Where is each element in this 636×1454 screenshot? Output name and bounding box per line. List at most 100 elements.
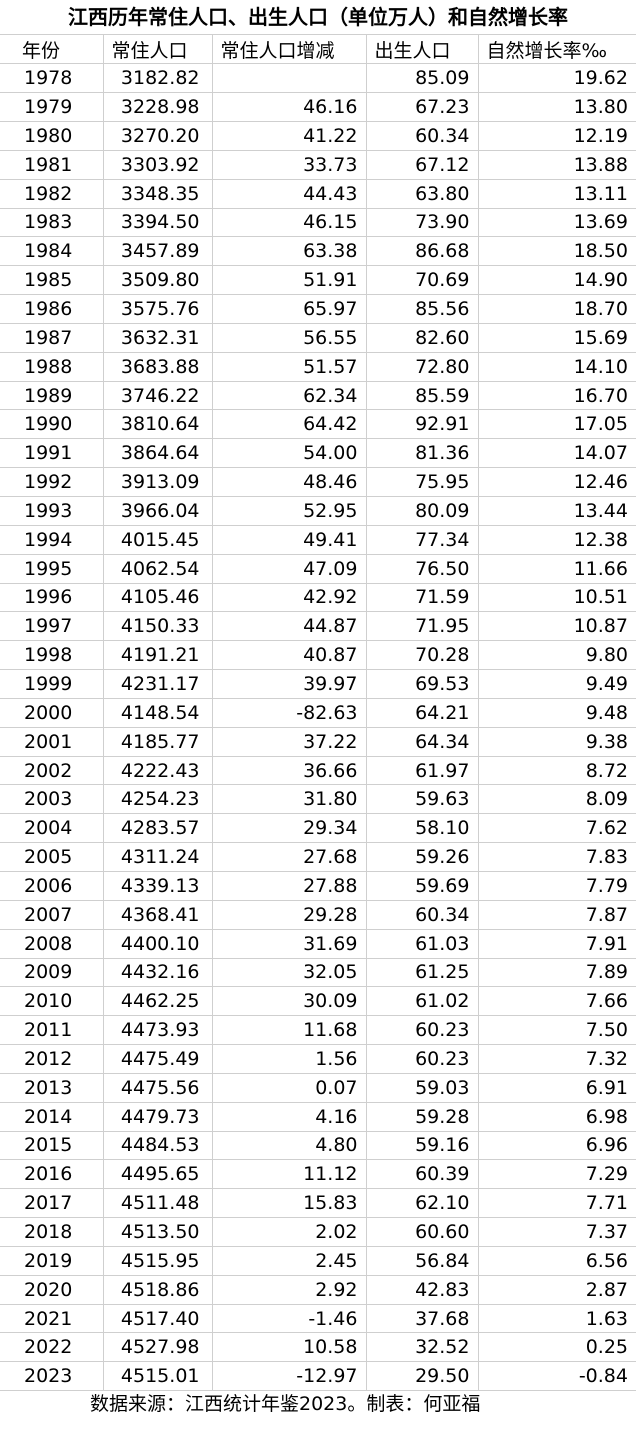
cell-resident-population: 4462.25 [103, 986, 213, 1017]
cell-births: 72.80 [366, 352, 479, 382]
cell-births: 60.39 [366, 1159, 479, 1190]
cell-births: 85.09 [366, 63, 479, 94]
cell-year: 1992 [0, 467, 104, 497]
cell-births: 32.52 [366, 1332, 479, 1363]
cell-year: 1982 [0, 179, 104, 209]
cell-resident-population: 3182.82 [103, 63, 213, 94]
cell-population-change: 0.07 [212, 1073, 367, 1103]
table-row: 2013 4475.56 0.07 59.03 6.91 [0, 1073, 636, 1103]
cell-resident-population: 3913.09 [103, 467, 213, 497]
header-year: 年份 [0, 35, 104, 65]
table-row: 2012 4475.49 1.56 60.23 7.32 [0, 1044, 636, 1074]
cell-births: 59.28 [366, 1102, 479, 1132]
table-row: 2023 4515.01 -12.97 29.50 -0.84 [0, 1361, 636, 1392]
cell-population-change: 52.95 [212, 496, 367, 526]
cell-population-change: -82.63 [212, 698, 367, 728]
cell-natural-growth-rate: 14.07 [478, 438, 636, 469]
cell-population-change: 2.45 [212, 1246, 367, 1276]
cell-population-change: 63.38 [212, 236, 367, 267]
cell-year: 1993 [0, 496, 104, 526]
cell-year: 2004 [0, 813, 104, 844]
cell-natural-growth-rate: 7.29 [478, 1159, 636, 1190]
cell-year: 1981 [0, 150, 104, 180]
cell-births: 62.10 [366, 1188, 479, 1219]
cell-natural-growth-rate: 2.87 [478, 1275, 636, 1305]
cell-population-change: 62.34 [212, 381, 367, 411]
table-row: 2002 4222.43 36.66 61.97 8.72 [0, 756, 636, 786]
cell-year: 2018 [0, 1217, 104, 1247]
table-row: 1980 3270.20 41.22 60.34 12.19 [0, 121, 636, 151]
cell-resident-population: 4311.24 [103, 842, 213, 872]
cell-resident-population: 4479.73 [103, 1102, 213, 1132]
cell-resident-population: 3303.92 [103, 150, 213, 180]
cell-births: 60.34 [366, 900, 479, 930]
cell-births: 64.21 [366, 698, 479, 728]
cell-births: 85.59 [366, 381, 479, 411]
cell-natural-growth-rate: 7.66 [478, 986, 636, 1017]
table-row: 2001 4185.77 37.22 64.34 9.38 [0, 727, 636, 757]
cell-population-change: 31.80 [212, 784, 367, 815]
header-births: 出生人口 [366, 35, 479, 65]
cell-year: 2014 [0, 1102, 104, 1132]
table-title: 江西历年常住人口、出生人口（单位万人）和自然增长率 [0, 0, 636, 35]
source-note: 数据来源：江西统计年鉴2023。制表：何亚福 [90, 1393, 481, 1416]
cell-births: 85.56 [366, 294, 479, 324]
cell-resident-population: 3966.04 [103, 496, 213, 526]
cell-resident-population: 4515.95 [103, 1246, 213, 1276]
cell-year: 2012 [0, 1044, 104, 1074]
cell-births: 70.69 [366, 265, 479, 296]
cell-births: 59.03 [366, 1073, 479, 1103]
cell-births: 60.34 [366, 121, 479, 151]
cell-births: 71.59 [366, 583, 479, 613]
cell-natural-growth-rate: 18.70 [478, 294, 636, 324]
cell-population-change: 64.42 [212, 409, 367, 440]
cell-births: 60.23 [366, 1044, 479, 1074]
cell-natural-growth-rate: 9.80 [478, 640, 636, 671]
table-row: 1981 3303.92 33.73 67.12 13.88 [0, 150, 636, 180]
cell-year: 1979 [0, 92, 104, 123]
cell-population-change: 1.56 [212, 1044, 367, 1074]
cell-year: 1997 [0, 611, 104, 642]
cell-year: 2020 [0, 1275, 104, 1305]
cell-natural-growth-rate: 12.19 [478, 121, 636, 151]
cell-births: 82.60 [366, 323, 479, 353]
cell-natural-growth-rate: 10.87 [478, 611, 636, 642]
table-row: 1996 4105.46 42.92 71.59 10.51 [0, 583, 636, 613]
cell-year: 1994 [0, 525, 104, 555]
table-row: 1978 3182.82 85.09 19.62 [0, 63, 636, 94]
spreadsheet: 江西历年常住人口、出生人口（单位万人）和自然增长率 年份 常住人口 常住人口增减… [0, 0, 636, 1416]
cell-population-change: 51.91 [212, 265, 367, 296]
cell-resident-population: 3270.20 [103, 121, 213, 151]
cell-population-change: 4.80 [212, 1131, 367, 1161]
cell-year: 2022 [0, 1332, 104, 1363]
cell-year: 2006 [0, 871, 104, 901]
cell-year: 2010 [0, 986, 104, 1017]
cell-population-change: 46.16 [212, 92, 367, 123]
cell-resident-population: 3509.80 [103, 265, 213, 296]
cell-year: 1999 [0, 669, 104, 699]
table-row: 1988 3683.88 51.57 72.80 14.10 [0, 352, 636, 382]
cell-natural-growth-rate: 13.44 [478, 496, 636, 526]
table-row: 2009 4432.16 32.05 61.25 7.89 [0, 958, 636, 988]
cell-resident-population: 4254.23 [103, 784, 213, 815]
table-row: 2019 4515.95 2.45 56.84 6.56 [0, 1246, 636, 1276]
cell-population-change: 4.16 [212, 1102, 367, 1132]
cell-population-change: 36.66 [212, 756, 367, 786]
cell-resident-population: 4105.46 [103, 583, 213, 613]
cell-births: 75.95 [366, 467, 479, 497]
cell-resident-population: 4015.45 [103, 525, 213, 555]
cell-population-change: 40.87 [212, 640, 367, 671]
cell-births: 58.10 [366, 813, 479, 844]
cell-population-change: -12.97 [212, 1361, 367, 1392]
table-row: 2022 4527.98 10.58 32.52 0.25 [0, 1332, 636, 1363]
cell-year: 1980 [0, 121, 104, 151]
cell-year: 1996 [0, 583, 104, 613]
cell-year: 1988 [0, 352, 104, 382]
table-row: 1994 4015.45 49.41 77.34 12.38 [0, 525, 636, 555]
cell-births: 59.63 [366, 784, 479, 815]
table-row: 2004 4283.57 29.34 58.10 7.62 [0, 813, 636, 844]
cell-year: 2021 [0, 1304, 104, 1334]
cell-resident-population: 3683.88 [103, 352, 213, 382]
table-row: 1983 3394.50 46.15 73.90 13.69 [0, 208, 636, 238]
cell-births: 63.80 [366, 179, 479, 209]
